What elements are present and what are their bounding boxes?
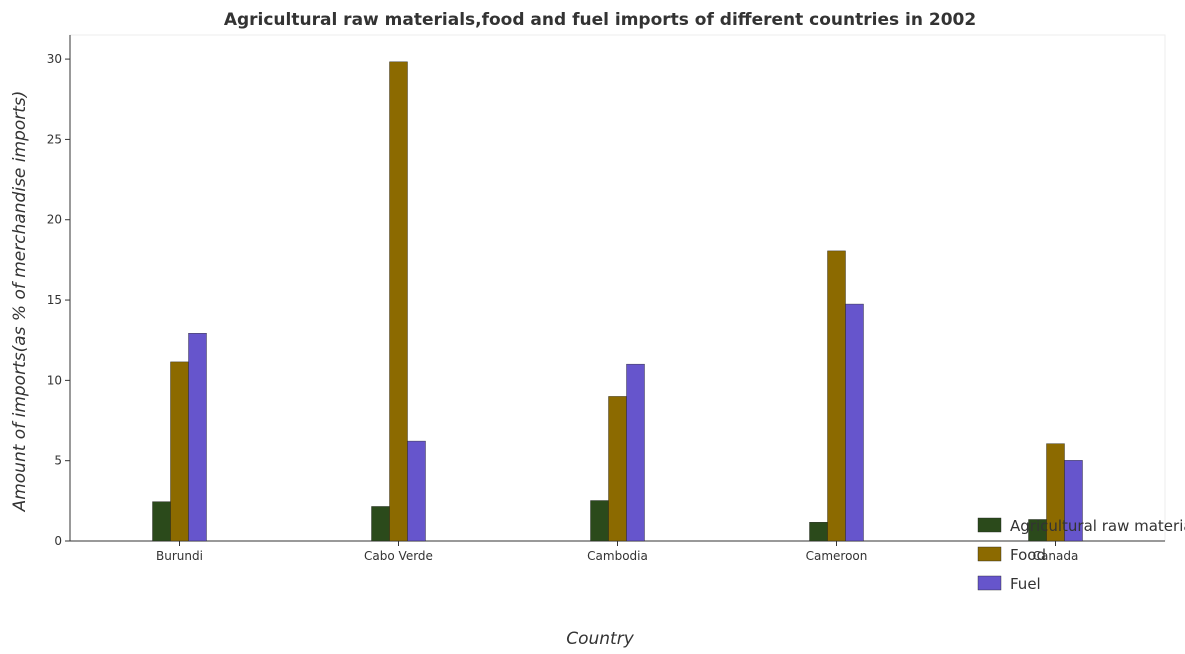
legend-label: Agricultural raw materials <box>1010 517 1185 535</box>
legend-label: Fuel <box>1010 575 1041 593</box>
bar-fuel-burundi <box>188 333 207 542</box>
bar-food-cameroon <box>827 250 846 542</box>
y-tick-label: 10 <box>47 373 62 387</box>
x-tick-label: Cambodia <box>587 549 648 563</box>
bar-agricultural-raw-materials-burundi <box>152 501 171 542</box>
y-axis-title: Amount of imports(as % of merchandise im… <box>10 91 30 513</box>
x-tick-label: Canada <box>1033 549 1079 563</box>
legend-swatch <box>977 517 1002 533</box>
y-tick-label: 25 <box>47 132 62 146</box>
bar-fuel-cameroon <box>845 303 864 542</box>
bar-food-burundi <box>170 361 189 542</box>
bar-agricultural-raw-materials-cambodia <box>590 500 609 542</box>
plot-area: 0 5 10 15 20 25 30 Burundi Cabo Verde Cambodia Cam… <box>47 34 1166 563</box>
y-tick-label: 15 <box>47 293 62 307</box>
bar-fuel-cambodia <box>626 363 645 542</box>
x-tick-label: Cameroon <box>806 549 868 563</box>
x-tick-label: Cabo Verde <box>364 549 433 563</box>
chart-title: Agricultural raw materials,food and fuel… <box>224 10 976 30</box>
y-tick-label: 30 <box>47 52 62 66</box>
legend-label: Food <box>1010 546 1046 564</box>
y-tick-label: 5 <box>54 454 62 468</box>
bar-food-cambodia <box>608 396 627 542</box>
legend-swatch <box>977 575 1002 591</box>
x-tick-label: Burundi <box>156 549 203 563</box>
bar-food-cabo-verde <box>389 61 408 542</box>
bar-agricultural-raw-materials-cabo-verde <box>371 506 390 542</box>
y-tick-label: 0 <box>54 534 62 548</box>
y-tick-label: 20 <box>47 213 62 227</box>
bar-fuel-cabo-verde <box>407 440 426 542</box>
x-axis-title: Country <box>566 629 634 649</box>
bar-agricultural-raw-materials-cameroon <box>809 522 828 542</box>
legend: Agricultural raw materials Food Fuel <box>977 517 1185 593</box>
bar-fuel-canada <box>1064 460 1083 542</box>
legend-swatch <box>977 546 1002 562</box>
